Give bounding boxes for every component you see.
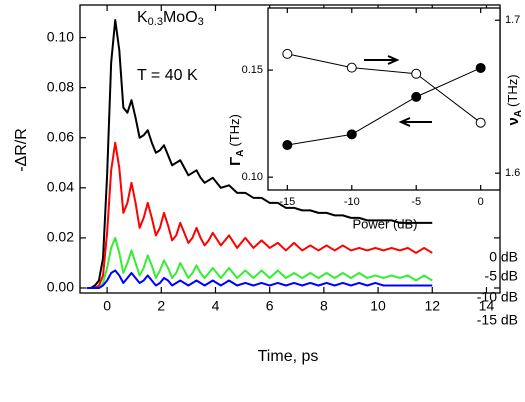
y2-tick-label: 1.7 bbox=[505, 14, 520, 26]
x-tick-label: 0 bbox=[478, 196, 484, 208]
plot-frame bbox=[267, 7, 501, 191]
legend-label: 0 dB bbox=[489, 249, 518, 265]
axis-subscript: A bbox=[513, 110, 524, 117]
x-axis-title: Power (dB) bbox=[352, 216, 417, 231]
formula-part: MoO bbox=[163, 9, 198, 26]
formula-sub: 0.3 bbox=[148, 16, 163, 28]
arrow bbox=[364, 55, 400, 65]
axis-symbol: Γ bbox=[227, 157, 244, 166]
x-tick-label: 8 bbox=[320, 298, 328, 314]
data-point bbox=[346, 129, 357, 140]
x-tick-label: 4 bbox=[212, 298, 220, 314]
axis-unit: (THz) bbox=[505, 74, 520, 107]
y-tick-label: 0.10 bbox=[47, 28, 74, 44]
formula-sub: 3 bbox=[198, 16, 204, 28]
y-tick-label: 0.08 bbox=[47, 78, 74, 94]
data-point bbox=[475, 62, 486, 73]
axis-subscript: A bbox=[235, 150, 246, 157]
y-tick-label: 0.00 bbox=[47, 279, 74, 295]
y2-tick-label: 1.6 bbox=[505, 167, 520, 179]
inset-background bbox=[268, 8, 500, 190]
y-tick-label: 0.04 bbox=[47, 179, 74, 195]
data-point bbox=[282, 140, 293, 151]
data-point bbox=[411, 68, 422, 79]
x-tick-label: 14 bbox=[479, 298, 495, 314]
series-line bbox=[86, 141, 433, 289]
data-point bbox=[475, 117, 486, 128]
arrow bbox=[398, 117, 432, 127]
data-point bbox=[282, 48, 293, 59]
y-tick-label: 0.02 bbox=[47, 229, 74, 245]
y-tick-label: 0.15 bbox=[242, 64, 263, 76]
series-line bbox=[86, 236, 433, 289]
temperature-label: T = 40 K bbox=[137, 67, 198, 84]
data-point bbox=[411, 91, 422, 102]
x-tick-label: 10 bbox=[370, 298, 386, 314]
legend-label: -15 dB bbox=[477, 312, 518, 328]
x-axis-title: Time, ps bbox=[258, 348, 319, 365]
y-tick-label: 0.06 bbox=[47, 128, 74, 144]
x-tick-label: -5 bbox=[411, 196, 421, 208]
y-axis-title: -ΔR/R bbox=[13, 128, 30, 172]
data-point bbox=[346, 62, 357, 73]
formula-part: K bbox=[137, 9, 148, 26]
series-line bbox=[86, 19, 433, 289]
x-tick-label: 2 bbox=[157, 298, 165, 314]
x-tick-label: -15 bbox=[279, 196, 295, 208]
series-line bbox=[86, 269, 433, 289]
axis-unit: (THz) bbox=[227, 114, 242, 147]
formula: K0.3MoO3 bbox=[137, 9, 204, 28]
x-tick-label: 0 bbox=[103, 298, 111, 314]
x-tick-label: -10 bbox=[344, 196, 360, 208]
axis-title: νA (THz) bbox=[505, 74, 524, 125]
x-tick-label: 6 bbox=[266, 298, 274, 314]
series-line bbox=[287, 67, 481, 146]
x-tick-label: 12 bbox=[424, 298, 440, 314]
legend-label: -10 dB bbox=[477, 289, 518, 305]
series-line bbox=[287, 53, 481, 124]
axis-symbol: ν bbox=[505, 117, 522, 125]
legend-label: -5 dB bbox=[485, 268, 518, 284]
axis-title: ΓA (THz) bbox=[227, 114, 246, 166]
y-tick-label: 0.10 bbox=[242, 171, 263, 183]
